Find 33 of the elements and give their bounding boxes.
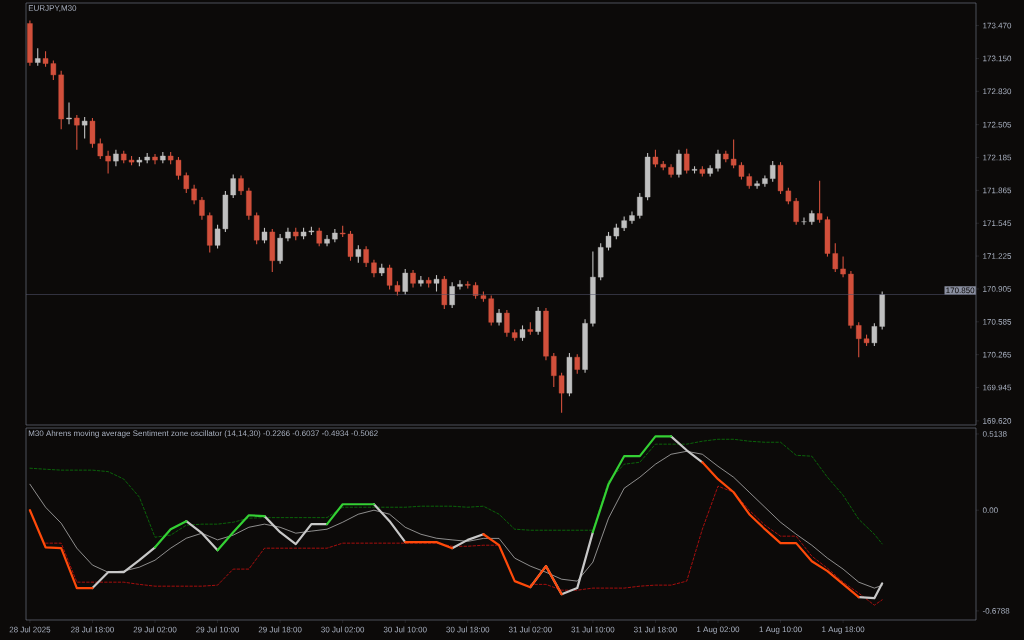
y-tick-label: 169.945 (983, 384, 1012, 391)
chart-title: EURJPY,M30 (28, 5, 77, 12)
y-tick-label: 170.585 (983, 318, 1012, 325)
x-tick-label: 31 Jul 10:00 (571, 626, 615, 633)
y-tick-label: 172.830 (983, 88, 1012, 95)
y-tick-label: 171.545 (983, 220, 1012, 227)
y-tick-label: 173.150 (983, 55, 1012, 62)
ref-line-label: 170.850 (946, 287, 975, 294)
x-tick-label: 30 Jul 10:00 (383, 626, 427, 633)
x-tick-label: 31 Jul 02:00 (508, 626, 552, 633)
x-tick-label: 28 Jul 2025 (9, 626, 51, 633)
y-tick-label: 0.5138 (982, 431, 1007, 437)
y-tick-label: 0.00 (982, 507, 998, 514)
y-tick-label: 169.620 (983, 418, 1012, 424)
x-tick-label: 29 Jul 18:00 (258, 626, 302, 633)
x-tick-label: 30 Jul 02:00 (321, 626, 365, 633)
y-tick-label: 172.185 (983, 154, 1012, 161)
y-tick-label: 171.865 (983, 187, 1012, 194)
x-tick-label: 30 Jul 18:00 (446, 626, 490, 633)
y-tick-label: -0.6788 (982, 608, 1010, 614)
chart-title: M30 Ahrens moving average Sentiment zone oscillator (14,14,30) -0.2266 -0.6037 -0.4934 -0.5062 (28, 430, 378, 438)
y-tick-label: 170.905 (983, 286, 1012, 292)
y-tick-label: 173.470 (983, 22, 1012, 29)
y-tick-label: 170.265 (983, 351, 1012, 358)
x-tick-label: 31 Jul 18:00 (633, 626, 677, 633)
x-tick-label: 28 Jul 18:00 (71, 626, 114, 633)
x-tick-label: 29 Jul 10:00 (196, 626, 240, 633)
x-tick-label: 1 Aug 02:00 (697, 626, 740, 634)
y-tick-label: 172.505 (983, 121, 1012, 128)
x-tick-label: 1 Aug 10:00 (759, 626, 802, 634)
x-tick-label: 1 Aug 18:00 (822, 626, 865, 634)
y-tick-label: 171.225 (983, 253, 1012, 259)
x-tick-label: 29 Jul 02:00 (133, 626, 177, 633)
